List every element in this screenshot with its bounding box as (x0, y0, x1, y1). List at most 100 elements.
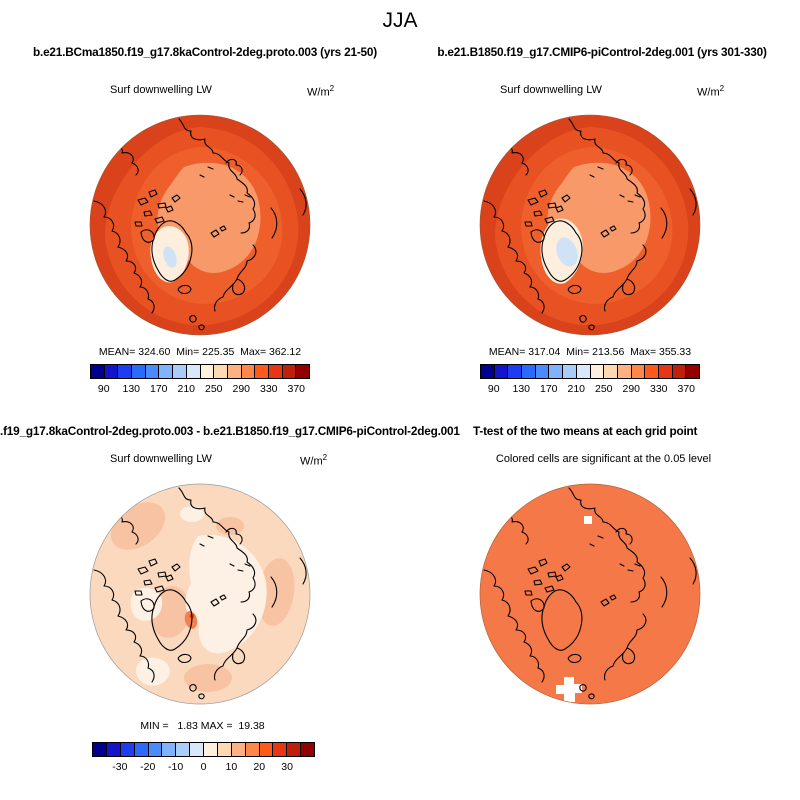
map-bottom-right (479, 483, 701, 705)
colorbar-cell (272, 742, 288, 757)
colorbar-cell (630, 364, 646, 379)
colorbar-tick-label: 10 (225, 761, 238, 773)
map-bottom-left (89, 483, 311, 705)
map-boundary (479, 114, 701, 336)
greenland-blue-core (163, 246, 177, 268)
run-title-left: b.e21.BCma1850.f19_g17.8kaControl-2deg.p… (32, 45, 378, 59)
field-label-bottom-left: Surf downwelling LW (110, 453, 212, 465)
colorbar-cell (493, 364, 509, 379)
stats-top-right: MEAN= 317.04 Min= 213.56 Max= 355.33 (488, 346, 692, 358)
colorbar-tick-label: 210 (177, 383, 196, 395)
colorbar-cell (589, 364, 605, 379)
colorbar-cell (133, 742, 149, 757)
colorbar-cell (521, 364, 536, 379)
colorbar-cell (226, 364, 242, 379)
map-top-right (479, 114, 701, 336)
colorbar-cell (189, 742, 204, 757)
colorbar-cell (158, 364, 174, 379)
colorbar-cell (216, 742, 232, 757)
units-label-top-right: W/m2 (697, 84, 725, 99)
colorbar-cell (144, 364, 160, 379)
colorbar-tick-label: 330 (649, 383, 668, 395)
colorbar-top-left: 90 130 170 210 250 290 330 370 (90, 364, 310, 395)
colorbar-cell (286, 742, 302, 757)
colorbar-cell (300, 742, 315, 757)
map-boundary (89, 114, 311, 336)
colorbar-cell (254, 364, 269, 379)
colorbar-cell (295, 364, 310, 379)
colorbar-cell (131, 364, 146, 379)
colorbar-cell (117, 364, 133, 379)
run-title-right: b.e21.B1850.f19_g17.CMIP6-piControl-2deg… (437, 45, 767, 59)
colorbar-cell (92, 742, 107, 757)
colorbar-tick-label: -30 (112, 761, 128, 773)
colorbar-top-right: 90 130 170 210 250 290 330 370 (480, 364, 700, 395)
colorbar-cell (267, 364, 283, 379)
colorbar-cell (185, 364, 201, 379)
colorbar-tick-label: 90 (97, 383, 110, 395)
colorbar-tick-label: 0 (200, 761, 207, 773)
colorbar-tick-label: 130 (122, 383, 141, 395)
colorbar-tick-label: -10 (168, 761, 184, 773)
map-top-left (89, 114, 311, 336)
colorbar-cells (92, 742, 315, 757)
colorbar-cell (105, 742, 121, 757)
colorbar-tick-label: 30 (281, 761, 293, 773)
colorbar-tick-label: 20 (253, 761, 266, 773)
colorbar-cell (172, 364, 187, 379)
colorbar-cell (90, 364, 105, 379)
field-label-top-right: Surf downwelling LW (500, 84, 602, 96)
colorbar-tick-label: 130 (512, 383, 531, 395)
colorbar-cell (147, 742, 163, 757)
colorbar-tick-label: 290 (622, 383, 641, 395)
colorbar-cell (103, 364, 119, 379)
colorbar-tick-label: 250 (204, 383, 223, 395)
colorbar-cell (671, 364, 687, 379)
colorbar-tick-label: 290 (232, 383, 251, 395)
colorbar-cell (507, 364, 523, 379)
colorbar-tick-label: 210 (567, 383, 586, 395)
stats-bottom-left: MIN = 1.83 MAX = 19.38 (140, 720, 265, 732)
stats-top-left: MEAN= 324.60 Min= 225.35 Max= 362.12 (98, 346, 302, 358)
units-label-top-left: W/m2 (307, 84, 335, 99)
colorbar-cell (644, 364, 659, 379)
map-boundary (89, 483, 311, 705)
colorbar-cell (175, 742, 191, 757)
colorbar-cell (281, 364, 297, 379)
colorbar-tick-label: 330 (259, 383, 278, 395)
field-label-top-left: Surf downwelling LW (110, 84, 212, 96)
colorbar-tick-label: -20 (140, 761, 156, 773)
colorbar-cell (685, 364, 700, 379)
ttest-title: T-test of the two means at each grid poi… (473, 424, 698, 438)
nonsignificant-patch-large (556, 677, 582, 702)
colorbar-cell (203, 742, 218, 757)
colorbar-cell (603, 364, 618, 379)
colorbar-cell (575, 364, 591, 379)
colorbar-cell (480, 364, 495, 379)
greenland-blue-core (556, 237, 578, 267)
colorbar-cell (213, 364, 228, 379)
significant-fill (480, 484, 700, 704)
diff-title-left-clipped: .f19_g17.8kaControl-2deg.proto.003 - b.e… (0, 424, 460, 438)
units-label-bottom-left: W/m2 (300, 453, 328, 468)
colorbar-cell (119, 742, 135, 757)
colorbar-cell (548, 364, 564, 379)
colorbar-cell (240, 364, 256, 379)
colorbar-cell (230, 742, 246, 757)
colorbar-cell (161, 742, 177, 757)
colorbar-bottom-left: -30 -20 -10 0 10 20 30 (92, 742, 315, 773)
colorbar-tick-label: 170 (149, 383, 168, 395)
colorbar-cell (616, 364, 632, 379)
nonsignificant-patch-small (584, 516, 592, 524)
colorbar-cell (199, 364, 215, 379)
colorbar-cell (244, 742, 260, 757)
colorbar-tick-label: 370 (677, 383, 696, 395)
colorbar-cells (90, 364, 310, 379)
colorbar-cell (562, 364, 577, 379)
colorbar-cell (534, 364, 550, 379)
colorbar-cell (657, 364, 673, 379)
map-boundary (479, 483, 701, 705)
figure-title: JJA (382, 9, 418, 32)
colorbar-tick-label: 170 (539, 383, 558, 395)
